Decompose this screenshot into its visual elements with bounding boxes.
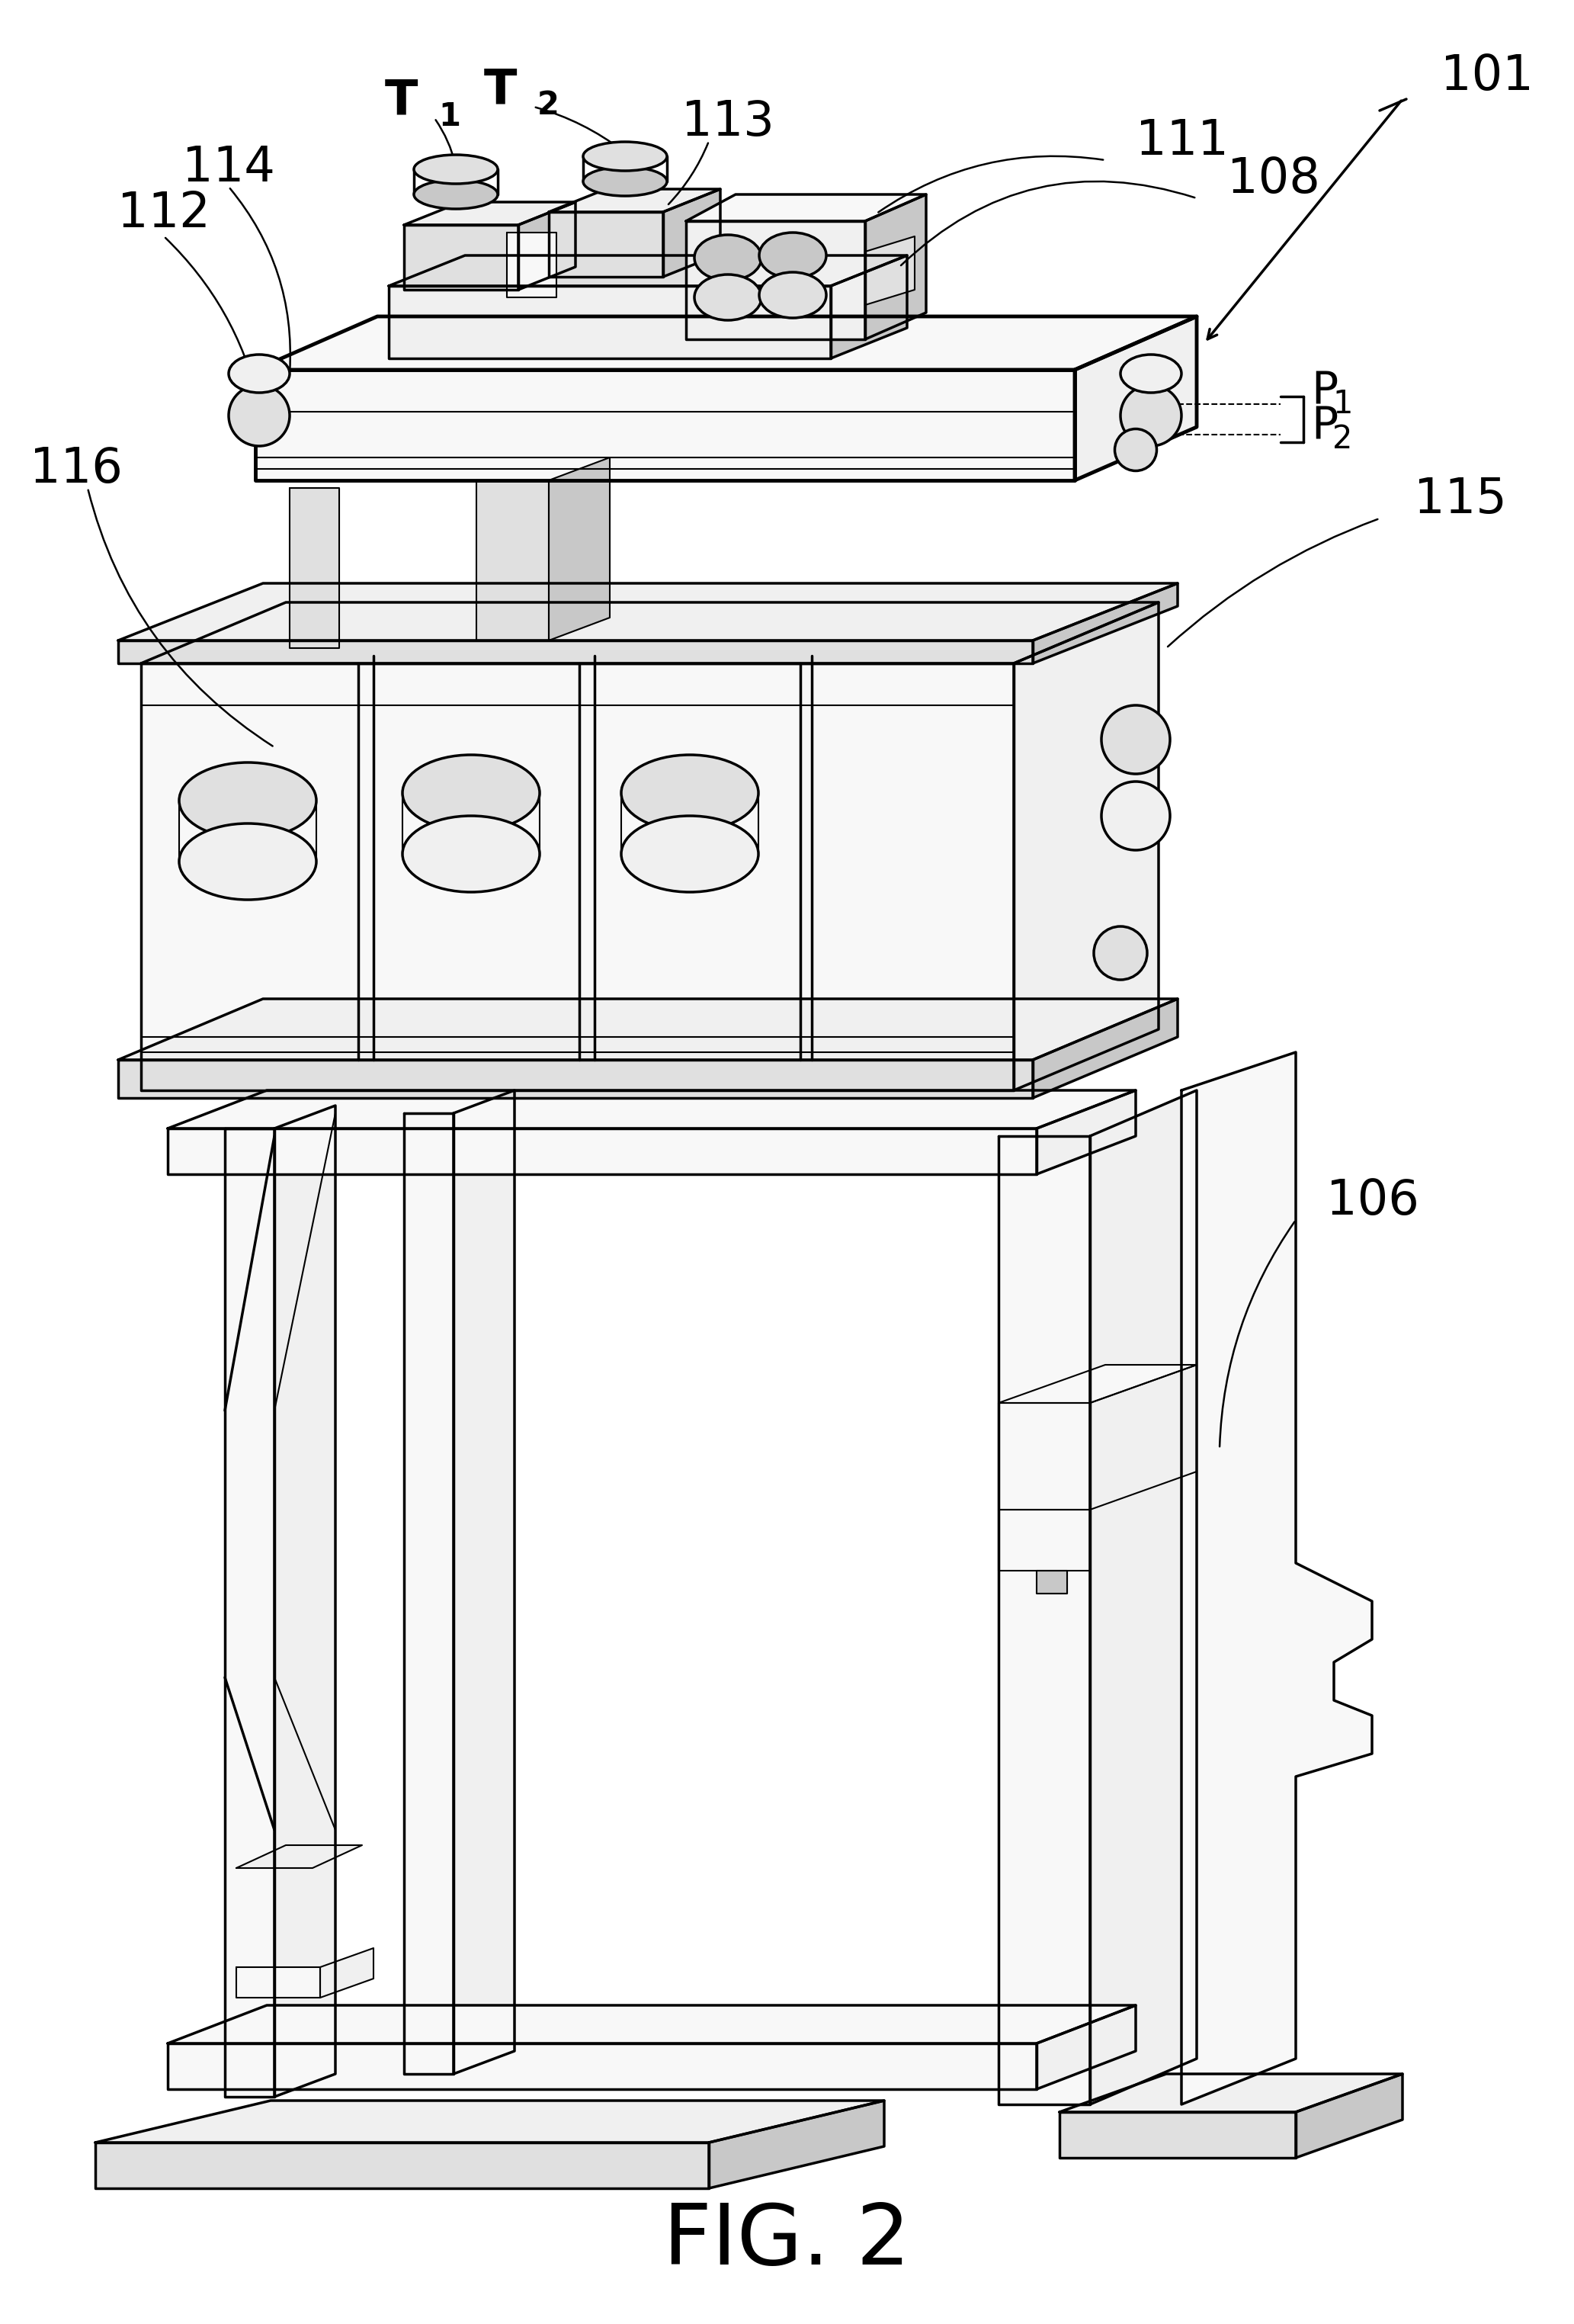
Polygon shape xyxy=(998,1136,1089,2106)
Polygon shape xyxy=(1295,2073,1402,2157)
Polygon shape xyxy=(168,2006,1136,2043)
Polygon shape xyxy=(1089,1364,1196,1511)
Text: T: T xyxy=(384,77,417,125)
Polygon shape xyxy=(118,583,1177,641)
Ellipse shape xyxy=(694,235,762,281)
Polygon shape xyxy=(274,1106,335,2096)
Polygon shape xyxy=(998,1364,1196,1404)
Ellipse shape xyxy=(694,274,762,321)
Text: 106: 106 xyxy=(1327,1178,1420,1225)
Text: 2: 2 xyxy=(1332,423,1352,456)
Polygon shape xyxy=(477,481,549,641)
Ellipse shape xyxy=(1114,430,1157,472)
Ellipse shape xyxy=(622,816,759,892)
Ellipse shape xyxy=(1102,781,1169,851)
Polygon shape xyxy=(118,1060,1033,1097)
Polygon shape xyxy=(118,641,1033,662)
Ellipse shape xyxy=(1094,927,1147,981)
Ellipse shape xyxy=(403,755,540,832)
Ellipse shape xyxy=(622,755,759,832)
Polygon shape xyxy=(708,2101,885,2189)
Polygon shape xyxy=(1014,602,1158,1090)
Ellipse shape xyxy=(228,386,290,446)
Polygon shape xyxy=(168,1129,1037,1174)
Ellipse shape xyxy=(179,823,316,899)
Ellipse shape xyxy=(582,142,667,170)
Polygon shape xyxy=(1182,1053,1373,2106)
Text: 2: 2 xyxy=(537,88,559,121)
Polygon shape xyxy=(389,256,907,286)
Polygon shape xyxy=(225,1129,274,2096)
Polygon shape xyxy=(405,1113,453,2073)
Polygon shape xyxy=(866,237,914,304)
Text: 113: 113 xyxy=(682,98,774,146)
Polygon shape xyxy=(255,316,1196,370)
Polygon shape xyxy=(507,232,557,297)
Text: 1: 1 xyxy=(1332,388,1352,421)
Polygon shape xyxy=(549,458,609,641)
Polygon shape xyxy=(998,1511,1089,1571)
Polygon shape xyxy=(142,602,1158,662)
Polygon shape xyxy=(686,195,926,221)
Text: 111: 111 xyxy=(1136,119,1229,165)
Text: 101: 101 xyxy=(1440,53,1533,100)
Text: P: P xyxy=(1311,370,1338,411)
Text: 115: 115 xyxy=(1413,476,1506,523)
Text: 112: 112 xyxy=(118,191,211,237)
Polygon shape xyxy=(236,1845,362,1868)
Polygon shape xyxy=(168,1090,1136,1129)
Polygon shape xyxy=(320,1948,373,1999)
Polygon shape xyxy=(453,1090,515,2073)
Polygon shape xyxy=(1089,1090,1196,2106)
Polygon shape xyxy=(118,999,1177,1060)
Text: 114: 114 xyxy=(183,144,275,191)
Polygon shape xyxy=(1059,2073,1402,2113)
Ellipse shape xyxy=(1121,386,1182,446)
Text: T: T xyxy=(483,67,516,114)
Polygon shape xyxy=(686,221,866,339)
Ellipse shape xyxy=(582,167,667,195)
Polygon shape xyxy=(168,2043,1037,2089)
Polygon shape xyxy=(549,211,663,277)
Text: P: P xyxy=(1311,404,1338,446)
Polygon shape xyxy=(405,225,518,290)
Ellipse shape xyxy=(179,762,316,839)
Ellipse shape xyxy=(228,356,290,393)
Polygon shape xyxy=(1037,1090,1136,1174)
Ellipse shape xyxy=(414,156,497,184)
Text: 108: 108 xyxy=(1228,156,1321,202)
Polygon shape xyxy=(549,188,721,211)
Polygon shape xyxy=(1037,2006,1136,2089)
Text: 116: 116 xyxy=(30,446,123,493)
Polygon shape xyxy=(1075,316,1196,481)
Polygon shape xyxy=(1033,999,1177,1097)
Polygon shape xyxy=(518,202,576,290)
Polygon shape xyxy=(96,2101,885,2143)
Text: 1: 1 xyxy=(438,100,460,132)
Polygon shape xyxy=(236,1966,320,1999)
Polygon shape xyxy=(1059,2113,1295,2157)
Polygon shape xyxy=(831,256,907,358)
Ellipse shape xyxy=(759,272,826,318)
Polygon shape xyxy=(1033,583,1177,662)
Polygon shape xyxy=(290,488,338,648)
Polygon shape xyxy=(142,662,1014,1090)
Polygon shape xyxy=(1037,1571,1067,1594)
Ellipse shape xyxy=(414,179,497,209)
Polygon shape xyxy=(998,1404,1089,1511)
Polygon shape xyxy=(96,2143,708,2189)
Text: FIG. 2: FIG. 2 xyxy=(663,2201,910,2282)
Ellipse shape xyxy=(759,232,826,279)
Ellipse shape xyxy=(1121,356,1182,393)
Ellipse shape xyxy=(403,816,540,892)
Polygon shape xyxy=(389,286,831,358)
Polygon shape xyxy=(866,195,926,339)
Polygon shape xyxy=(663,188,721,277)
Polygon shape xyxy=(255,370,1075,481)
Polygon shape xyxy=(405,202,576,225)
Ellipse shape xyxy=(1102,704,1169,774)
